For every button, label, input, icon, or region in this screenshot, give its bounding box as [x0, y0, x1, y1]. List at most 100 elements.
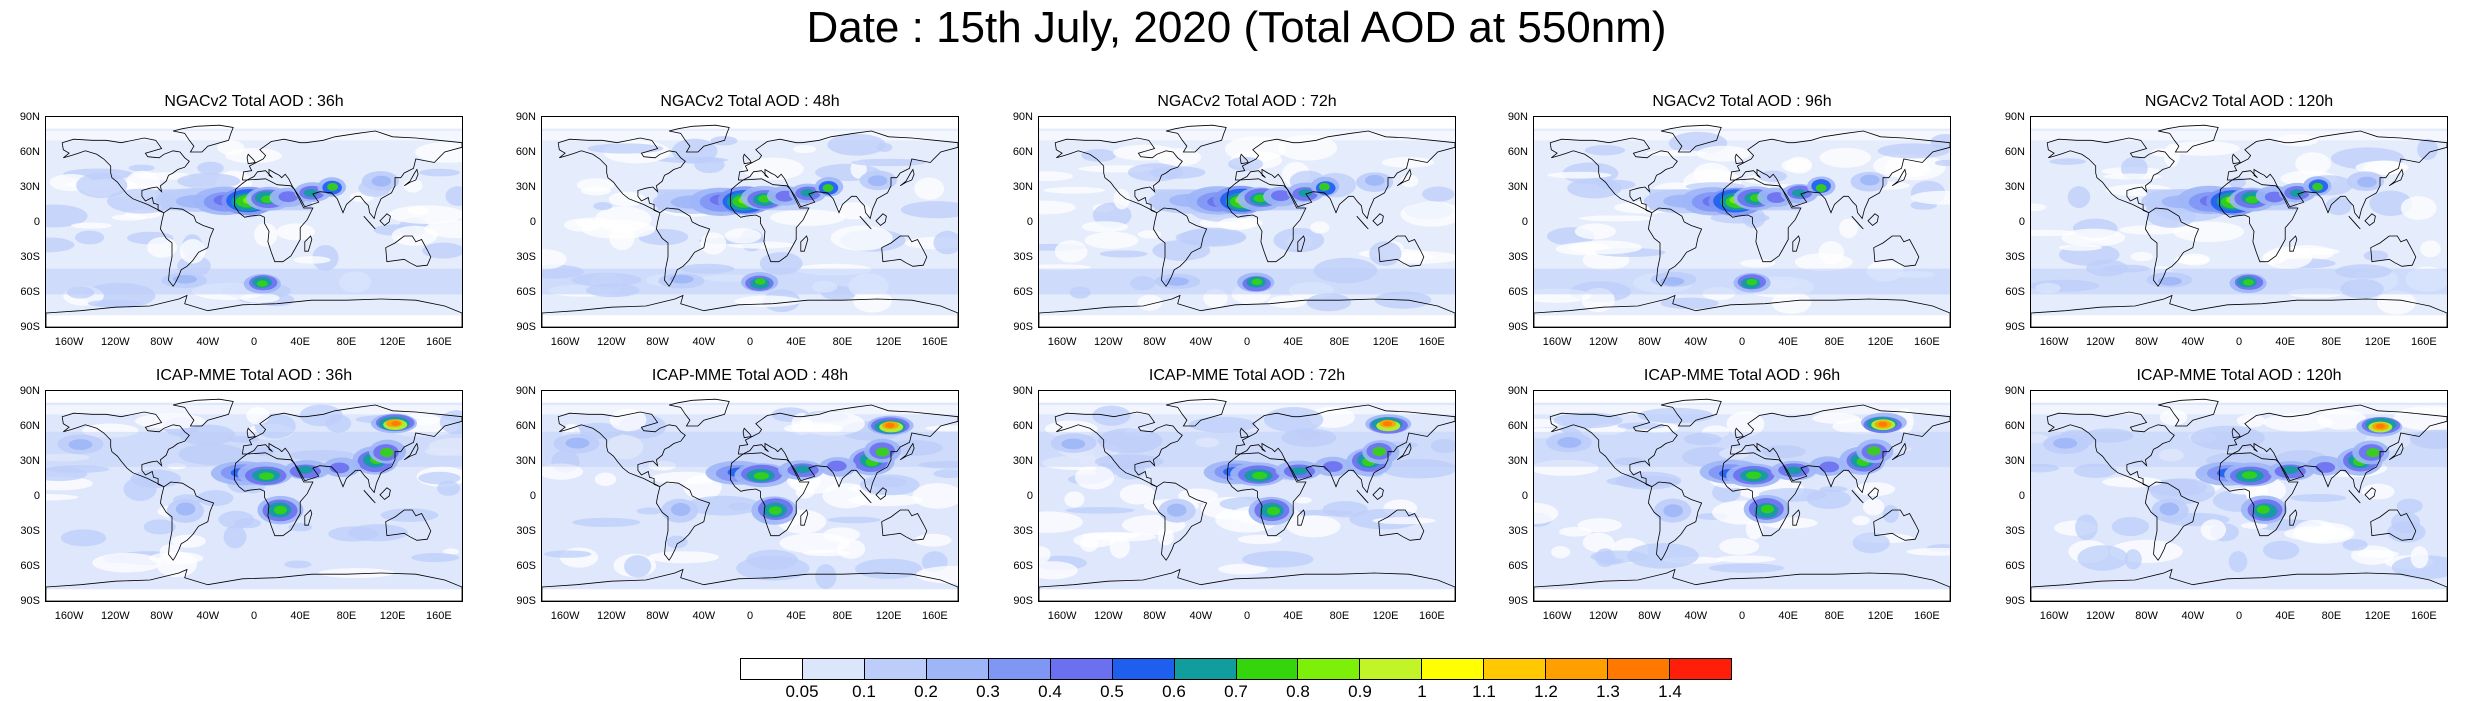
aod-map — [1038, 116, 1456, 328]
lon-tick-label: 0 — [1243, 336, 1251, 348]
lat-tick-label: 90N — [19, 111, 40, 123]
lon-tick-label: 160E — [426, 336, 452, 348]
aod-field — [542, 128, 958, 316]
lon-tick-label: 40W — [196, 610, 220, 622]
map-panel: ICAP-MME Total AOD : 120h 90N 60N 30N 0 30S 60… — [1985, 366, 2455, 628]
lat-tick-label: 30S — [516, 251, 536, 263]
lat-tick-label: 0 — [529, 216, 536, 228]
lon-tick-label: 160W — [1047, 610, 1077, 622]
coastlines — [1039, 124, 1455, 327]
colorbar-swatch — [1360, 659, 1423, 679]
lat-tick-label: 60N — [1507, 146, 1528, 158]
panel-title: ICAP-MME Total AOD : 72h — [1148, 367, 1346, 384]
lon-tick-label: 40E — [1283, 610, 1303, 622]
lat-tick-label: 30N — [1012, 181, 1033, 193]
lat-tick-label: 30N — [2004, 181, 2025, 193]
lon-tick-label: 80E — [1824, 336, 1845, 348]
lon-tick-label: 40E — [1283, 336, 1303, 348]
lon-tick-label: 40W — [2181, 610, 2205, 622]
lat-tick-label: 60S — [20, 286, 40, 298]
lat-tick-label: 30N — [515, 181, 536, 193]
lon-tick-label: 0 — [1243, 610, 1251, 622]
colorbar-label: 0.7 — [1224, 682, 1248, 701]
lat-tick-label: 60N — [515, 420, 536, 432]
lon-tick-label: 80W — [1143, 610, 1166, 622]
aod-field — [1039, 402, 1455, 590]
lon-tick-label: 40W — [1189, 610, 1213, 622]
lon-tick-label: 120E — [1372, 610, 1399, 622]
lat-tick-label: 60S — [1013, 560, 1033, 572]
lon-tick-label: 160W — [1542, 610, 1572, 622]
lon-tick-label: 120W — [1588, 336, 1618, 348]
lat-tick-label: 0 — [33, 216, 40, 228]
colorbar-swatch — [1050, 659, 1113, 679]
lat-tick-label: 30N — [1507, 181, 1528, 193]
coastlines — [2031, 124, 2447, 327]
lat-tick-label: 60S — [1013, 286, 1033, 298]
lat-tick-label: 60S — [20, 560, 40, 572]
map-panel: ICAP-MME Total AOD : 48h 90N 60N 30N 0 30S 60S… — [496, 366, 966, 628]
lon-tick-label: 80W — [2135, 610, 2158, 622]
lon-tick-label: 80E — [1329, 610, 1350, 622]
lon-tick-label: 160E — [1914, 336, 1940, 348]
lat-tick-label: 30S — [516, 525, 536, 537]
lat-tick-label: 60N — [515, 146, 536, 158]
lon-tick-label: 40W — [1189, 336, 1213, 348]
lat-tick-label: 30N — [515, 455, 536, 467]
map-panel: ICAP-MME Total AOD : 36h 90N 60N 30N 0 30S 60S… — [0, 366, 470, 628]
lat-tick-label: 0 — [1521, 490, 1528, 502]
colorbar-swatch — [1236, 659, 1299, 679]
aod-field — [1039, 128, 1455, 316]
lon-tick-label: 160W — [54, 610, 84, 622]
colorbar-swatch — [926, 659, 989, 679]
lat-tick-label: 90N — [2004, 385, 2025, 397]
colorbar-swatch — [864, 659, 927, 679]
panel-title: ICAP-MME Total AOD : 96h — [1643, 367, 1841, 384]
lat-tick-label: 30S — [1508, 251, 1528, 263]
lon-tick-label: 120E — [875, 336, 902, 348]
lon-tick-label: 40W — [1684, 610, 1708, 622]
lat-tick-label: 0 — [1026, 216, 1033, 228]
lon-tick-label: 160E — [1419, 610, 1445, 622]
lon-tick-label: 80W — [1143, 336, 1166, 348]
lat-tick-label: 60S — [516, 560, 536, 572]
map-panel: ICAP-MME Total AOD : 72h 90N 60N 30N 0 30S 60S… — [993, 366, 1463, 628]
lon-tick-label: 40W — [692, 610, 716, 622]
colorbar-label: 1.1 — [1472, 682, 1496, 701]
colorbar-swatch — [1546, 659, 1609, 679]
colorbar-swatch — [1670, 659, 1731, 679]
lat-tick-label: 90N — [2004, 111, 2025, 123]
panel-title: NGACv2 Total AOD : 36h — [164, 93, 344, 110]
lon-tick-label: 40W — [196, 336, 220, 348]
lat-tick-label: 90S — [20, 595, 40, 607]
lat-tick-label: 90N — [1012, 385, 1033, 397]
aod-map — [2030, 390, 2448, 602]
lon-tick-label: 120W — [2085, 336, 2115, 348]
colorbar-label: 0.4 — [1038, 682, 1062, 701]
colorbar-label: 1 — [1417, 682, 1427, 701]
lon-tick-label: 40E — [786, 336, 806, 348]
panel-title: NGACv2 Total AOD : 96h — [1652, 93, 1832, 110]
lon-tick-label: 120E — [875, 610, 902, 622]
lat-tick-label: 90S — [516, 595, 536, 607]
lon-tick-label: 0 — [1738, 336, 1746, 348]
map-panel: ICAP-MME Total AOD : 96h 90N 60N 30N 0 30S 60S… — [1488, 366, 1958, 628]
lat-tick-label: 60N — [19, 420, 40, 432]
lat-tick-label: 60S — [1508, 286, 1528, 298]
panel-title: NGACv2 Total AOD : 72h — [1157, 93, 1337, 110]
lon-tick-label: 160W — [550, 336, 580, 348]
lon-tick-label: 80W — [1638, 610, 1661, 622]
lat-tick-label: 0 — [2018, 216, 2025, 228]
lat-tick-label: 30S — [1013, 251, 1033, 263]
colorbar-swatch — [741, 659, 803, 679]
lon-tick-label: 160E — [922, 336, 948, 348]
lon-tick-label: 120W — [1093, 610, 1123, 622]
lat-tick-label: 0 — [529, 490, 536, 502]
map-panel: NGACv2 Total AOD : 48h 90N 60N 30N 0 30S 60S 90… — [496, 92, 966, 354]
lon-tick-label: 40E — [786, 610, 806, 622]
main-title: Date : 15th July, 2020 (Total AOD at 550… — [806, 3, 1667, 52]
coastlines — [46, 398, 462, 601]
lat-tick-label: 30S — [2005, 251, 2025, 263]
colorbar-label: 0.9 — [1348, 682, 1372, 701]
coastlines — [542, 398, 958, 601]
